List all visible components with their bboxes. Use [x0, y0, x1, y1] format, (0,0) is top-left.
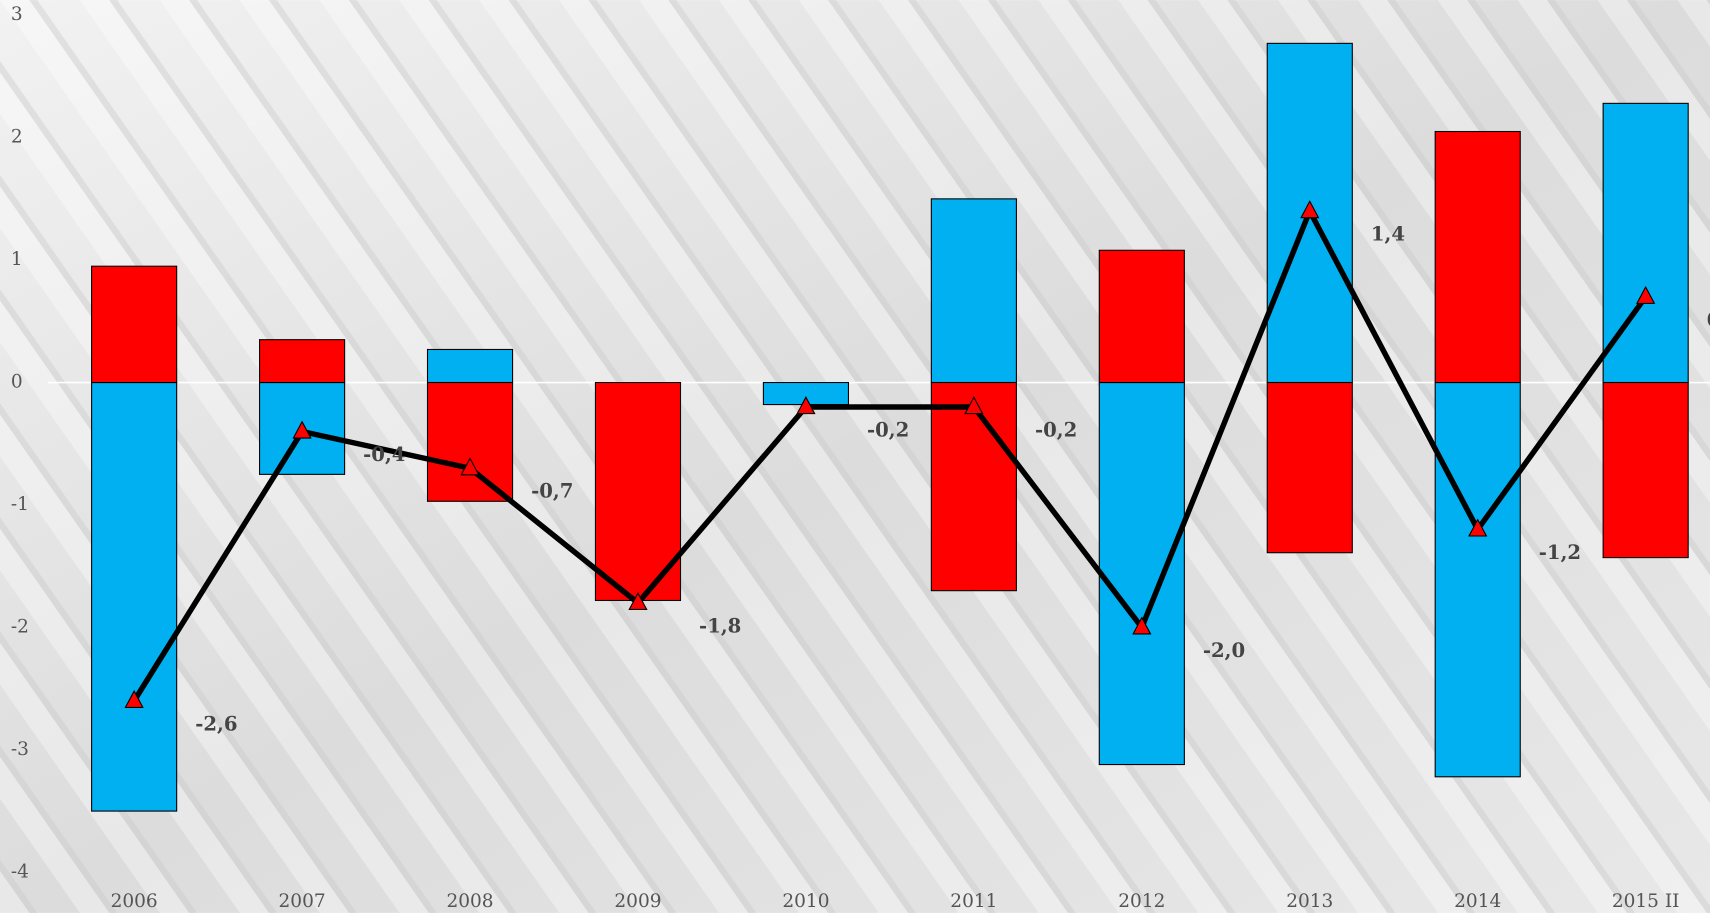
bar [1602, 381, 1689, 559]
bar [594, 381, 682, 602]
x-tick-label: 2015 II [1612, 891, 1680, 912]
data-label: -2,6 [195, 712, 237, 735]
data-label: 1,4 [1371, 223, 1405, 246]
x-tick-label: 2012 [1118, 891, 1165, 912]
x-tick-label: 2014 [1454, 891, 1501, 912]
bar [1266, 381, 1353, 554]
data-label: -1,2 [1539, 541, 1581, 564]
y-tick-label: -1 [11, 494, 29, 515]
y-tick-label: 2 [11, 127, 23, 148]
data-label: -0,4 [363, 443, 405, 466]
bar [259, 339, 346, 384]
x-tick-label: 2008 [446, 891, 493, 912]
x-tick-label: 2006 [111, 891, 158, 912]
bar [426, 348, 514, 384]
y-tick-label: -3 [11, 739, 29, 760]
marker [796, 396, 816, 415]
bar [1098, 381, 1185, 766]
marker [124, 689, 144, 708]
x-tick-label: 2010 [782, 891, 829, 912]
bar [1434, 130, 1521, 384]
x-tick-label: 2009 [614, 891, 661, 912]
bar [1098, 249, 1185, 384]
marker [628, 591, 648, 611]
y-tick-label: -4 [11, 861, 29, 882]
marker [1300, 200, 1320, 219]
data-label: -0,2 [867, 419, 909, 442]
y-tick-label: 0 [11, 372, 23, 393]
x-tick-label: 2007 [279, 891, 326, 912]
bar [91, 381, 178, 812]
data-label: -0,7 [531, 480, 573, 503]
marker [1636, 285, 1656, 304]
y-tick-label: 1 [11, 249, 23, 270]
marker [292, 420, 312, 439]
bar [930, 381, 1017, 592]
data-label: -2,0 [1203, 639, 1245, 662]
bar [426, 381, 514, 502]
data-label: -0,2 [1035, 419, 1077, 442]
marker [460, 457, 480, 476]
y-tick-label: 3 [11, 4, 23, 25]
bar [930, 198, 1017, 384]
x-tick-label: 2013 [1286, 891, 1333, 912]
marker [1132, 616, 1152, 635]
data-label: -1,8 [699, 614, 741, 637]
y-tick-label: -2 [11, 616, 29, 637]
line [131, 208, 1648, 703]
x-tick-label: 2011 [950, 891, 997, 912]
marker [1468, 518, 1488, 537]
bar [1434, 381, 1521, 778]
data-label: 0,7 [1707, 308, 1710, 331]
bar [91, 265, 178, 384]
marker [964, 396, 984, 415]
